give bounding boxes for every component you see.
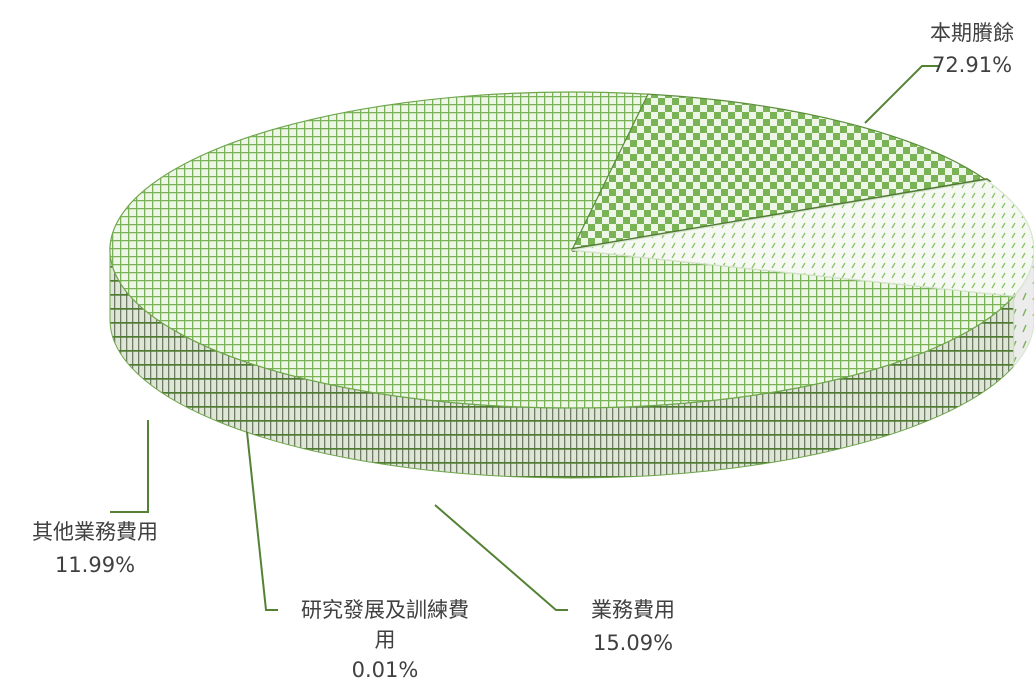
data-label: 其他業務費用 bbox=[32, 520, 158, 544]
data-label: 本期賸餘 bbox=[930, 21, 1014, 45]
data-label: 研究發展及訓練費 bbox=[301, 598, 469, 622]
pie-slice bbox=[109, 91, 1016, 409]
data-label: 業務費用 bbox=[591, 598, 675, 622]
leader-line bbox=[110, 420, 149, 513]
leader-line bbox=[246, 431, 278, 611]
pie-top-faces bbox=[109, 91, 1034, 409]
data-label: 72.91% bbox=[932, 53, 1012, 77]
pie-slice bbox=[571, 179, 1034, 297]
leader-line bbox=[434, 504, 568, 611]
leader-lines bbox=[110, 65, 940, 611]
data-label: 15.09% bbox=[593, 631, 673, 655]
pie-slice bbox=[570, 93, 989, 251]
leader-line bbox=[864, 65, 940, 124]
data-label: 0.01% bbox=[352, 658, 419, 679]
data-label: 11.99% bbox=[55, 553, 135, 577]
data-label: 用 bbox=[375, 628, 396, 652]
